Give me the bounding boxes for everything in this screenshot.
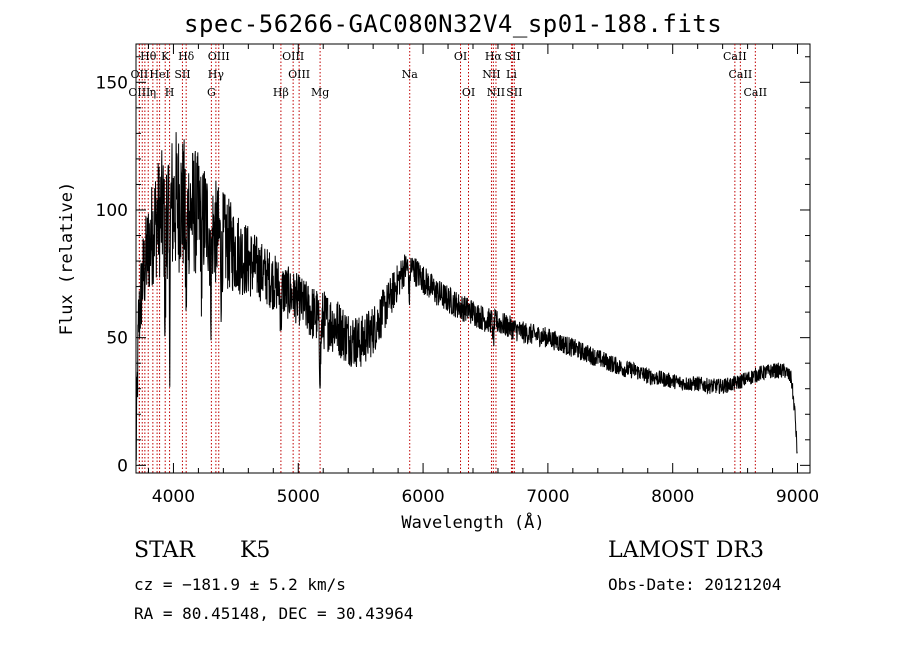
spectral-line-label: Hγ: [208, 68, 225, 81]
spectral-line-label: Hα: [485, 50, 503, 63]
spectral-line-label: H: [165, 86, 175, 99]
y-axis-label: Flux (relative): [57, 182, 77, 336]
spectral-line-label: CaII: [723, 50, 747, 63]
spectral-line-label: SII: [506, 86, 522, 99]
redshift-value: cz = −181.9 ± 5.2 km/s: [134, 575, 346, 594]
spectral-line-label: CaII: [729, 68, 753, 81]
spectral-line-label: OI: [454, 50, 467, 63]
spectral-line-label: CaII: [743, 86, 767, 99]
x-tick-label: 4000: [152, 487, 195, 507]
spectral-line-label: OIII: [208, 50, 230, 63]
x-tick-label: 7000: [526, 487, 569, 507]
spectral-line-label: G: [207, 86, 216, 99]
y-tick-label: 150: [96, 73, 128, 93]
spectral-line-label: OIII: [282, 50, 304, 63]
survey-name: LAMOST DR3: [608, 538, 764, 563]
spectral-line-label: SII: [504, 50, 520, 63]
y-tick-label: 0: [117, 456, 128, 476]
spectral-line-label: OIII: [288, 68, 310, 81]
y-tick-label: 100: [96, 201, 128, 221]
x-tick-label: 5000: [277, 487, 320, 507]
spectral-line-label: SII: [174, 68, 190, 81]
x-tick-label: 8000: [651, 487, 694, 507]
y-tick-label: 50: [106, 329, 128, 349]
spectral-line-label: OIII: [128, 86, 150, 99]
spectral-line-label: NII: [487, 86, 505, 99]
observation-date: Obs-Date: 20121204: [608, 575, 782, 594]
spectral-line-label: OII: [131, 68, 149, 81]
spectral-line-label: Hδ: [178, 50, 195, 63]
spectral-line-label: η: [150, 86, 157, 99]
spectral-line-label: HeI: [149, 68, 169, 81]
spectral-line-label: NII: [482, 68, 500, 81]
coordinates: RA = 80.45148, DEC = 30.43964: [134, 604, 414, 623]
spectrum-series-line: [135, 132, 798, 461]
spectral-line-label: Mg: [311, 86, 329, 99]
spectral-line-label: Hθ: [140, 50, 157, 63]
x-tick-label: 9000: [776, 487, 819, 507]
spectral-line-label: K: [161, 50, 170, 63]
object-subclass: K5: [240, 538, 271, 563]
spectral-line-label: OI: [462, 86, 475, 99]
x-axis-label: Wavelength (Å): [401, 511, 544, 533]
x-tick-label: 6000: [401, 487, 444, 507]
object-class: STAR: [134, 538, 195, 563]
spectral-line-label: Li: [506, 68, 517, 81]
spectral-line-label: Na: [402, 68, 419, 81]
spectral-line-label: Hβ: [273, 86, 289, 99]
chart-title: spec-56266-GAC080N32V4_sp01-188.fits: [184, 10, 723, 38]
